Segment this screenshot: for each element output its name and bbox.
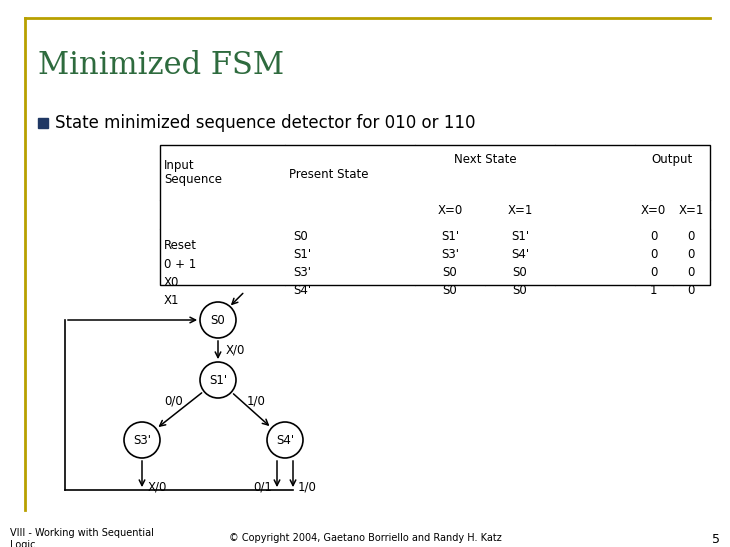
Circle shape [267, 422, 303, 458]
Text: VIII - Working with Sequential
Logic: VIII - Working with Sequential Logic [10, 528, 154, 547]
Circle shape [200, 302, 236, 338]
Text: S4': S4' [293, 284, 311, 298]
Text: X=1: X=1 [679, 203, 704, 217]
Text: X=0: X=0 [641, 203, 666, 217]
Text: S4': S4' [276, 434, 294, 446]
Text: 0: 0 [688, 230, 695, 243]
Text: 5: 5 [712, 533, 720, 546]
Text: 0: 0 [650, 230, 658, 243]
Text: Output: Output [652, 153, 693, 166]
Circle shape [124, 422, 160, 458]
Text: Next State: Next State [453, 153, 516, 166]
Text: 0: 0 [650, 248, 658, 261]
Text: S0: S0 [293, 230, 308, 243]
Text: S4': S4' [511, 248, 529, 261]
Text: 0: 0 [688, 284, 695, 298]
Text: 0/1: 0/1 [253, 480, 272, 493]
Text: X/0: X/0 [148, 480, 167, 493]
Text: 1/0: 1/0 [247, 395, 266, 408]
Text: 0: 0 [688, 248, 695, 261]
Bar [38, 118, 48, 128]
Text: S1': S1' [511, 230, 529, 243]
Circle shape [200, 362, 236, 398]
Text: 1/0: 1/0 [298, 480, 316, 493]
Text: State minimized sequence detector for 010 or 110: State minimized sequence detector for 01… [55, 114, 475, 132]
Text: S0: S0 [211, 313, 226, 327]
Text: S0: S0 [442, 284, 458, 298]
Text: S3': S3' [133, 434, 151, 446]
Text: S3': S3' [441, 248, 459, 261]
Text: X=1: X=1 [507, 203, 533, 217]
Text: X=0: X=0 [437, 203, 463, 217]
Text: Minimized FSM: Minimized FSM [38, 49, 284, 80]
Text: 0: 0 [688, 266, 695, 280]
Text: Present State: Present State [289, 168, 369, 181]
Text: © Copyright 2004, Gaetano Borriello and Randy H. Katz: © Copyright 2004, Gaetano Borriello and … [228, 533, 502, 543]
Bar [160, 145, 710, 285]
Text: Input
Sequence: Input Sequence [164, 159, 222, 187]
Text: 0/0: 0/0 [165, 395, 183, 408]
Text: S0: S0 [442, 266, 458, 280]
Text: S0: S0 [512, 284, 527, 298]
Text: X/0: X/0 [226, 344, 245, 357]
Text: S1': S1' [209, 374, 227, 387]
Text: S1': S1' [441, 230, 459, 243]
Text: S3': S3' [293, 266, 311, 280]
Text: S0: S0 [512, 266, 527, 280]
Text: Reset
0 + 1
X0
X1: Reset 0 + 1 X0 X1 [164, 239, 197, 307]
Text: S1': S1' [293, 248, 311, 261]
Text: 0: 0 [650, 266, 658, 280]
Text: 1: 1 [650, 284, 658, 298]
